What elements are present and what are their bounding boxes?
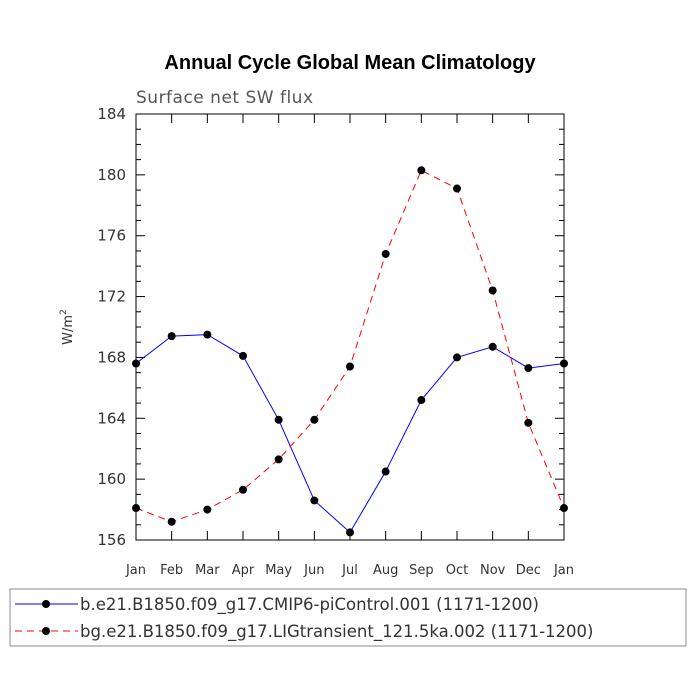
chart-subtitle: Surface net SW flux: [136, 88, 314, 108]
y-tick-label: 156: [97, 531, 126, 549]
x-tick-label: Apr: [232, 563, 255, 578]
x-tick-label: Oct: [446, 563, 468, 578]
data-point-1-8: [417, 166, 426, 175]
series-lines: [135, 169, 565, 534]
data-point-1-9: [453, 184, 461, 193]
data-point-0-0: [132, 359, 140, 368]
y-tick-label: 168: [97, 348, 126, 366]
axis-ticks: [135, 113, 565, 541]
data-point-1-7: [381, 249, 390, 258]
x-tick-label: Aug: [373, 563, 398, 578]
y-axis-label-superscript: 2: [59, 309, 69, 315]
data-point-1-6: [346, 362, 354, 371]
y-tick-label: 164: [97, 409, 126, 427]
data-point-0-1: [167, 332, 176, 341]
x-tick-label: May: [265, 563, 292, 578]
legend-label-0: b.e21.B1850.f09_g17.CMIP6-piControl.001 …: [80, 595, 539, 615]
data-point-1-4: [274, 455, 283, 464]
legend-marker-1: [42, 627, 50, 635]
x-tick-label: Mar: [195, 563, 220, 578]
data-point-0-4: [274, 415, 283, 424]
data-point-0-6: [346, 528, 354, 537]
x-tick-label: Sep: [409, 563, 434, 578]
data-point-0-5: [310, 496, 319, 505]
y-tick-labels: 156 160 164 168 172 176 180 184: [97, 105, 126, 549]
y-tick-label: 180: [97, 166, 126, 184]
data-point-0-2: [203, 330, 212, 339]
data-point-1-0: [132, 504, 140, 513]
legend-box: [9, 588, 687, 647]
x-tick-labels: Jan Feb Mar Apr May Jun Jul Aug Sep Oct Nov Dec Jan: [125, 563, 574, 578]
plot-frame: [135, 113, 565, 541]
y-tick-label: 160: [97, 470, 126, 488]
legend-marker-0: [42, 600, 50, 608]
legend-label-1: bg.e21.B1850.f09_g17.LIGtransient_121.5k…: [80, 622, 594, 642]
data-point-1-1: [167, 517, 176, 526]
y-axis-label: W/m2: [59, 309, 76, 345]
data-point-0-8: [417, 396, 426, 405]
data-point-1-5: [310, 415, 319, 424]
data-point-1-12: [560, 504, 568, 513]
legend-entry-1: bg.e21.B1850.f09_g17.LIGtransient_121.5k…: [15, 622, 594, 642]
x-tick-label: Jul: [341, 563, 358, 578]
series-line-1: [135, 169, 565, 523]
data-point-1-11: [524, 418, 533, 427]
data-point-0-3: [239, 351, 247, 360]
y-tick-label: 176: [97, 227, 126, 245]
x-tick-label: Nov: [480, 563, 506, 578]
data-point-1-3: [239, 485, 247, 494]
x-tick-label: Jan: [125, 563, 146, 578]
x-tick-label: Jan: [553, 563, 574, 578]
data-point-0-7: [381, 467, 390, 476]
legend-entry-0: b.e21.B1850.f09_g17.CMIP6-piControl.001 …: [15, 595, 539, 615]
data-point-0-11: [524, 364, 533, 373]
x-tick-label: Feb: [160, 563, 183, 578]
data-point-1-2: [203, 505, 212, 514]
chart-title: Annual Cycle Global Mean Climatology: [164, 52, 536, 74]
y-axis-label-text: W/m: [61, 315, 76, 345]
data-point-1-10: [488, 286, 497, 295]
svg-text:W/m2: W/m2: [59, 309, 76, 345]
x-tick-label: Jun: [303, 563, 324, 578]
series-points: [132, 166, 568, 537]
y-tick-label: 184: [97, 105, 126, 123]
y-tick-label: 172: [97, 288, 126, 306]
data-point-0-9: [453, 353, 461, 362]
x-tick-label: Dec: [516, 563, 541, 578]
data-point-0-10: [488, 342, 497, 351]
data-point-0-12: [560, 359, 568, 368]
